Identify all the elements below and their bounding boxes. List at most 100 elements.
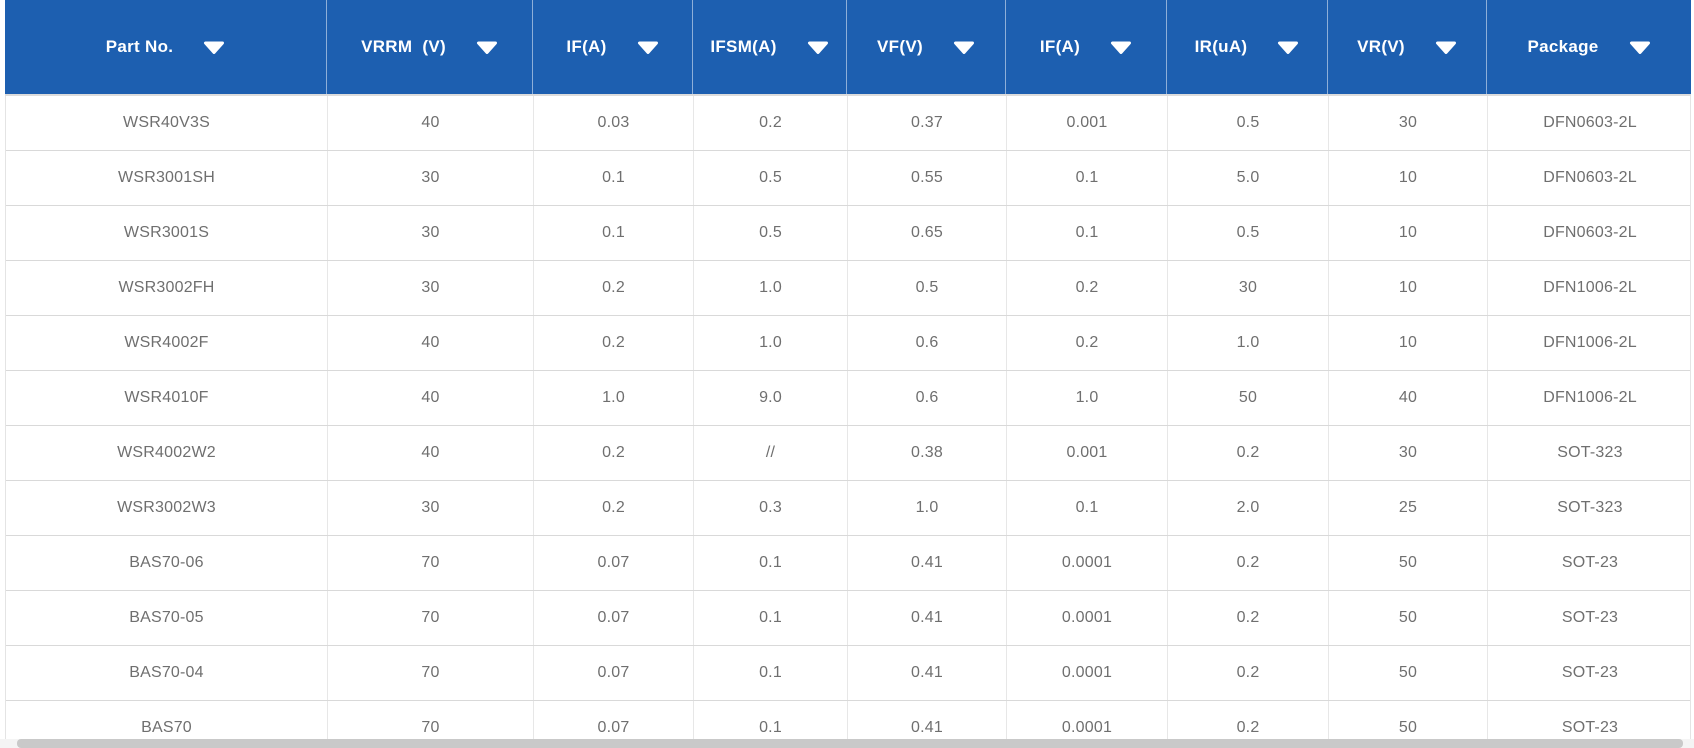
table-cell: 10	[1329, 206, 1488, 260]
table-row[interactable]: WSR3002FH 30 0.2 1.0 0.5 0.2 30 10 DFN1006-2L	[6, 261, 1690, 316]
table-cell: SOT-23	[1561, 609, 1619, 626]
part-no-cell: BAS70-04	[6, 646, 328, 700]
table-cell: 30	[1329, 426, 1488, 480]
table-cell: 0.5	[694, 151, 848, 205]
table-cell: 70	[328, 536, 534, 590]
table-row[interactable]: BAS70-04 70 0.07 0.1 0.41 0.0001 0.2 50 SOT-23	[6, 646, 1690, 701]
table-cell: 1.0	[694, 261, 848, 315]
table-cell: 0.2	[1007, 261, 1168, 315]
caret-down-icon[interactable]	[1277, 41, 1299, 54]
caret-down-icon[interactable]	[1435, 41, 1457, 54]
table-cell: 0.65	[848, 206, 1007, 260]
table-cell: 40	[328, 426, 534, 480]
caret-down-icon[interactable]	[807, 41, 829, 54]
table-body: WSR40V3S 40 0.03 0.2 0.37 0.001 0.5 30 DFN0603-2…	[5, 96, 1691, 748]
table-row[interactable]: WSR3001SH 30 0.1 0.5 0.55 0.1 5.0 10 DFN0603-2L	[6, 151, 1690, 206]
table-row[interactable]: WSR3001S 30 0.1 0.5 0.65 0.1 0.5 10 DFN0603-2L	[6, 206, 1690, 261]
column-header-part-no[interactable]: Part No.	[5, 0, 327, 94]
table-cell: //	[694, 426, 848, 480]
table-row[interactable]: WSR40V3S 40 0.03 0.2 0.37 0.001 0.5 30 DFN0603-2…	[6, 96, 1690, 151]
table-cell: 2.0	[1168, 481, 1329, 535]
table-cell: 0.37	[848, 96, 1007, 150]
table-cell: 0.2	[1168, 591, 1329, 645]
part-no-cell: WSR3002W3	[6, 481, 328, 535]
column-header-ir[interactable]: IR(uA)	[1167, 0, 1328, 94]
column-header-label: IFSM(A)	[710, 37, 777, 56]
caret-down-icon[interactable]	[637, 41, 659, 54]
column-header-vf[interactable]: VF(V)	[847, 0, 1006, 94]
table-cell: 30	[328, 481, 534, 535]
column-header-ifsm[interactable]: IFSM(A)	[693, 0, 847, 94]
table-cell: 0.2	[694, 96, 848, 150]
table-cell: 0.2	[1168, 536, 1329, 590]
caret-down-icon[interactable]	[476, 41, 498, 54]
horizontal-scrollbar[interactable]	[0, 739, 1694, 748]
column-header-label: VRRM (V)	[361, 37, 446, 56]
caret-down-icon[interactable]	[1110, 41, 1132, 54]
table-cell: SOT-23	[1561, 664, 1619, 681]
part-no-cell: WSR4010F	[6, 371, 328, 425]
table-cell: 0.2	[1168, 426, 1329, 480]
column-header-label: Package	[1527, 37, 1599, 56]
table-cell: 0.07	[534, 536, 694, 590]
table-cell: 0.2	[534, 481, 694, 535]
table-cell: 0.1	[1007, 206, 1168, 260]
part-no-cell: WSR3002FH	[6, 261, 328, 315]
table-cell: 70	[328, 701, 534, 748]
column-header-if2[interactable]: IF(A)	[1006, 0, 1167, 94]
table-cell: 0.0001	[1007, 701, 1168, 748]
table-cell: 40	[1329, 371, 1488, 425]
table-cell: 10	[1329, 261, 1488, 315]
caret-down-icon[interactable]	[203, 41, 225, 54]
column-header-label: IF(A)	[566, 37, 607, 56]
table-cell: 0.1	[534, 206, 694, 260]
table-cell: 0.1	[1007, 481, 1168, 535]
parts-table: Part No. VRRM (V) IF(A) IFSM(A) VF(V) IF…	[5, 0, 1691, 748]
table-cell: 0.07	[534, 701, 694, 748]
column-header-label: IF(A)	[1039, 37, 1081, 56]
table-cell: 10	[1329, 151, 1488, 205]
table-cell: 0.2	[1168, 701, 1329, 748]
column-header-vr[interactable]: VR(V)	[1328, 0, 1487, 94]
part-no-cell: WSR4002W2	[6, 426, 328, 480]
table-cell: DFN1006-2L	[1543, 334, 1637, 351]
table-row[interactable]: WSR3002W3 30 0.2 0.3 1.0 0.1 2.0 25 SOT-323	[6, 481, 1690, 536]
table-cell: 10	[1329, 316, 1488, 370]
table-row[interactable]: BAS70-05 70 0.07 0.1 0.41 0.0001 0.2 50 SOT-23	[6, 591, 1690, 646]
table-row[interactable]: WSR4010F 40 1.0 9.0 0.6 1.0 50 40 DFN1006-2L	[6, 371, 1690, 426]
table-cell: 9.0	[694, 371, 848, 425]
table-cell: 0.5	[1168, 206, 1329, 260]
table-row[interactable]: BAS70-06 70 0.07 0.1 0.41 0.0001 0.2 50 SOT-23	[6, 536, 1690, 591]
table-cell: 0.1	[694, 536, 848, 590]
table-cell: 0.001	[1007, 96, 1168, 150]
caret-down-icon[interactable]	[1629, 41, 1651, 54]
table-cell: 25	[1329, 481, 1488, 535]
caret-down-icon[interactable]	[953, 41, 975, 54]
table-cell: 50	[1329, 701, 1488, 748]
column-header-package[interactable]: Package	[1487, 0, 1691, 94]
table-cell: 0.0001	[1007, 536, 1168, 590]
table-row[interactable]: WSR4002W2 40 0.2//0.38 0.001 0.2 30 SOT-323	[6, 426, 1690, 481]
table-cell: 0.1	[694, 646, 848, 700]
table-cell: 0.38	[848, 426, 1007, 480]
table-cell: 30	[328, 151, 534, 205]
table-cell: 30	[328, 206, 534, 260]
table-cell: 70	[328, 646, 534, 700]
column-header-if[interactable]: IF(A)	[533, 0, 693, 94]
scrollbar-thumb[interactable]	[17, 739, 1683, 748]
part-no-cell: WSR4002F	[6, 316, 328, 370]
table-cell: 0.2	[1168, 646, 1329, 700]
column-header-vrrm[interactable]: VRRM (V)	[327, 0, 533, 94]
table-cell: 0.03	[534, 96, 694, 150]
table-cell: 0.2	[534, 261, 694, 315]
table-cell: DFN1006-2L	[1543, 389, 1637, 406]
part-no-cell: WSR40V3S	[6, 96, 328, 150]
table-cell: 0.41	[848, 646, 1007, 700]
table-cell: 0.2	[534, 426, 694, 480]
table-cell: 0.1	[694, 591, 848, 645]
column-header-label: Part No.	[105, 37, 174, 56]
table-cell: 0.5	[848, 261, 1007, 315]
table-cell: DFN1006-2L	[1543, 279, 1637, 296]
table-row[interactable]: WSR4002F 40 0.2 1.0 0.6 0.2 1.0 10 DFN1006-2L	[6, 316, 1690, 371]
table-cell: 0.001	[1007, 426, 1168, 480]
